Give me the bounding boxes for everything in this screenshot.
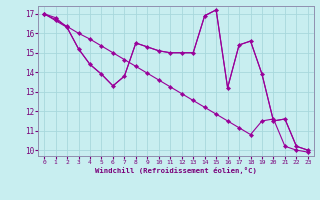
- X-axis label: Windchill (Refroidissement éolien,°C): Windchill (Refroidissement éolien,°C): [95, 167, 257, 174]
